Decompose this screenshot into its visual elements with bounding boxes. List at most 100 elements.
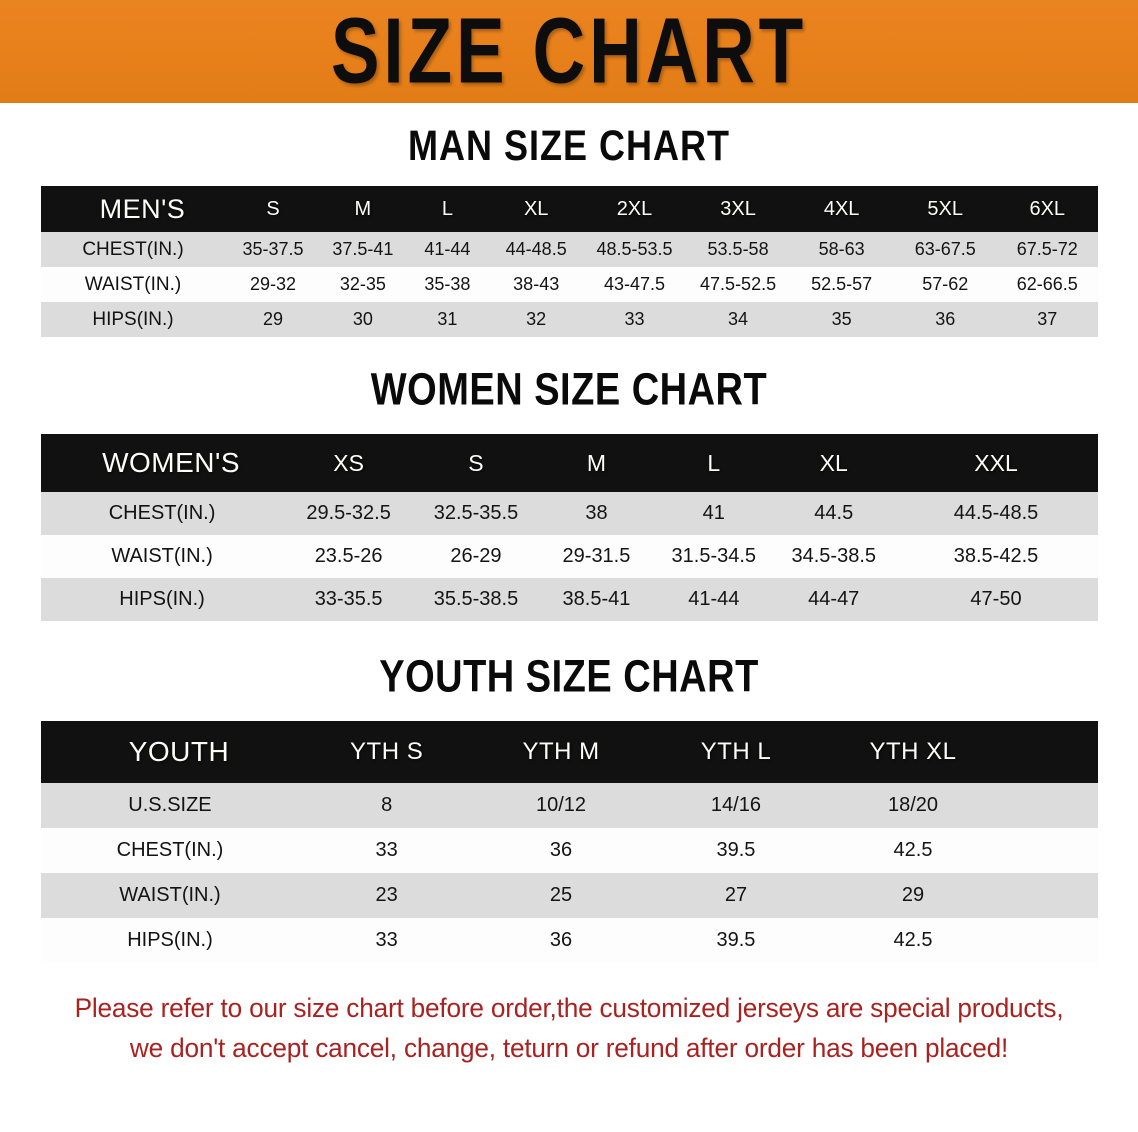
man-hips-s: 29 <box>263 309 284 329</box>
man-hips-2xl: 33 <box>624 309 645 329</box>
women-waist-s: 26-29 <box>450 545 502 567</box>
man-size-table-wrap: MEN'S S M L XL 2XL 3XL 4XL 5XL 6XL CHEST… <box>40 186 1098 337</box>
youth-row-label-waist: WAIST(IN.) <box>119 884 221 906</box>
women-waist-xxl: 38.5-42.5 <box>953 545 1039 567</box>
man-corner-label: MEN'S <box>99 193 186 224</box>
man-chest-2xl: 48.5-53.5 <box>596 239 673 259</box>
youth-row-label-chest: CHEST(IN.) <box>116 839 224 861</box>
youth-ussize-s: 8 <box>381 794 393 816</box>
women-row-label-waist: WAIST(IN.) <box>111 545 213 567</box>
youth-waist-spacer <box>1002 873 1097 918</box>
man-chest-3xl: 53.5-58 <box>707 239 769 259</box>
man-col-xl: XL <box>523 197 549 220</box>
man-hips-l: 31 <box>437 309 458 329</box>
man-waist-5xl: 57-62 <box>922 274 969 294</box>
women-waist-xl: 34.5-38.5 <box>791 545 876 567</box>
women-waist-xs: 23.5-26 <box>314 545 383 567</box>
youth-hips-l: 39.5 <box>716 929 756 951</box>
women-col-xs: XS <box>333 449 364 476</box>
youth-waist-s: 23 <box>375 884 398 906</box>
man-hips-6xl: 37 <box>1037 309 1058 329</box>
women-chest-xl: 44.5 <box>814 502 854 524</box>
man-hips-4xl: 35 <box>831 309 852 329</box>
table-row: WAIST(IN.) 23 25 27 29 <box>40 873 1098 918</box>
youth-ussize-xl: 18/20 <box>887 794 939 816</box>
women-chest-xs: 29.5-32.5 <box>306 502 391 524</box>
youth-row-label-ussize: U.S.SIZE <box>128 794 212 816</box>
women-waist-m: 29-31.5 <box>562 545 631 567</box>
youth-chest-spacer <box>1002 828 1097 873</box>
section-title-women: WOMEN SIZE CHART <box>370 364 768 416</box>
table-row: WAIST(IN.) 29-32 32-35 35-38 38-43 43-47… <box>40 267 1098 302</box>
man-size-table: MEN'S S M L XL 2XL 3XL 4XL 5XL 6XL CHEST… <box>40 186 1098 337</box>
table-row: HIPS(IN.) 29 30 31 32 33 34 35 36 37 <box>40 302 1098 337</box>
man-chest-s: 35-37.5 <box>242 239 304 259</box>
youth-chest-l: 39.5 <box>716 839 756 861</box>
man-col-m: M <box>354 197 372 220</box>
man-row-label-waist: WAIST(IN.) <box>84 273 182 295</box>
women-chest-m: 38 <box>585 502 608 524</box>
youth-hips-s: 33 <box>375 929 398 951</box>
man-hips-m: 30 <box>352 309 373 329</box>
table-row: CHEST(IN.) 35-37.5 37.5-41 41-44 44-48.5… <box>40 232 1098 267</box>
page-banner: SIZE CHART <box>0 0 1138 103</box>
man-col-5xl: 5XL <box>927 197 964 220</box>
youth-ussize-m: 10/12 <box>536 794 587 816</box>
footer-disclaimer-line-2: we don't accept cancel, change, teturn o… <box>129 1032 1009 1063</box>
women-row-label-hips: HIPS(IN.) <box>119 588 205 610</box>
man-waist-3xl: 47.5-52.5 <box>700 274 777 294</box>
man-chest-m: 37.5-41 <box>332 239 394 259</box>
youth-col-spacer <box>1002 721 1097 783</box>
women-hips-xs: 33-35.5 <box>314 588 383 610</box>
man-chest-5xl: 63-67.5 <box>914 239 976 259</box>
footer-disclaimer-line-1: Please refer to our size chart before or… <box>74 993 1064 1023</box>
man-chest-6xl: 67.5-72 <box>1016 239 1078 259</box>
women-chest-s: 32.5-35.5 <box>433 502 519 524</box>
man-header-row: MEN'S S M L XL 2XL 3XL 4XL 5XL 6XL <box>40 186 1098 232</box>
youth-chest-m: 36 <box>549 839 573 861</box>
table-row: CHEST(IN.) 33 36 39.5 42.5 <box>40 828 1098 873</box>
women-hips-l: 41-44 <box>688 588 740 610</box>
man-waist-xl: 38-43 <box>513 274 560 294</box>
women-header-row: WOMEN'S XS S M L XL XXL <box>40 434 1098 492</box>
youth-waist-xl: 29 <box>901 884 925 906</box>
women-waist-l: 31.5-34.5 <box>671 545 757 567</box>
women-chest-l: 41 <box>702 502 725 524</box>
women-chest-xxl: 44.5-48.5 <box>953 502 1039 524</box>
women-col-s: S <box>468 449 484 476</box>
man-col-s: S <box>266 197 280 220</box>
youth-size-table: YOUTH YTH S YTH M YTH L YTH XL U.S.SIZE … <box>40 721 1098 963</box>
table-row: WAIST(IN.) 23.5-26 26-29 29-31.5 31.5-34… <box>40 535 1098 578</box>
youth-col-s: YTH S <box>350 738 424 765</box>
man-waist-s: 29-32 <box>250 274 297 294</box>
man-row-label-hips: HIPS(IN.) <box>92 308 174 330</box>
youth-waist-l: 27 <box>724 884 748 906</box>
youth-header-row: YOUTH YTH S YTH M YTH L YTH XL <box>40 721 1098 783</box>
women-col-l: L <box>707 449 721 476</box>
man-chest-xl: 44-48.5 <box>505 239 567 259</box>
man-chest-l: 41-44 <box>424 239 471 259</box>
man-chest-4xl: 58-63 <box>818 239 865 259</box>
youth-size-table-wrap: YOUTH YTH S YTH M YTH L YTH XL U.S.SIZE … <box>40 721 1098 963</box>
women-hips-m: 38.5-41 <box>562 588 631 610</box>
man-waist-4xl: 52.5-57 <box>811 274 873 294</box>
women-hips-s: 35.5-38.5 <box>433 588 519 610</box>
man-hips-xl: 32 <box>526 309 547 329</box>
youth-hips-xl: 42.5 <box>893 929 933 951</box>
section-title-man: MAN SIZE CHART <box>408 121 730 170</box>
page-title: SIZE CHART <box>330 0 808 103</box>
man-waist-m: 32-35 <box>339 274 386 294</box>
man-hips-5xl: 36 <box>935 309 956 329</box>
section-title-youth: YOUTH SIZE CHART <box>379 651 759 703</box>
man-row-label-chest: CHEST(IN.) <box>82 238 184 260</box>
man-col-4xl: 4XL <box>823 197 860 220</box>
man-col-3xl: 3XL <box>720 197 756 220</box>
women-col-xl: XL <box>819 449 848 476</box>
man-col-l: L <box>441 197 453 220</box>
youth-col-m: YTH M <box>522 738 600 765</box>
youth-corner-label: YOUTH <box>128 736 230 767</box>
youth-chest-s: 33 <box>375 839 398 861</box>
youth-col-l: YTH L <box>700 738 772 765</box>
man-waist-2xl: 43-47.5 <box>603 274 666 294</box>
women-corner-label: WOMEN'S <box>102 447 241 478</box>
